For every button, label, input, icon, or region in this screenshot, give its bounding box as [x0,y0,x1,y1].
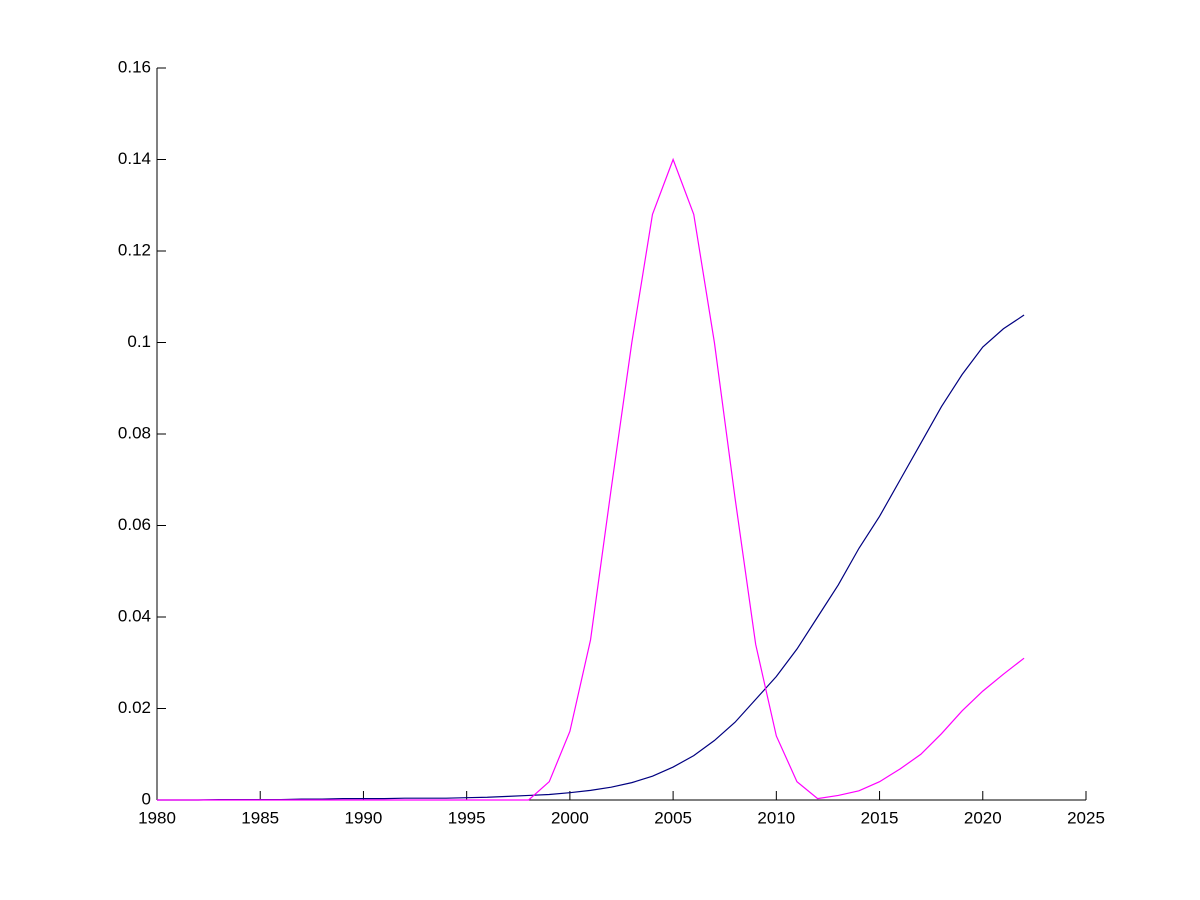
y-tick-label: 0.04 [118,606,151,625]
y-tick-label: 0.08 [118,423,151,442]
x-tick-label: 2000 [551,808,589,827]
series-line [157,314,1025,801]
x-tick-label: 2010 [757,808,795,827]
y-tick-label: 0.12 [118,240,151,259]
y-tick-label: 0.1 [127,332,151,351]
y-tick-label: 0.16 [118,57,151,76]
x-tick-label: 2005 [654,808,692,827]
x-tick-label: 1985 [241,808,279,827]
x-tick-label: 1990 [345,808,383,827]
x-tick-label: 1995 [448,808,486,827]
x-tick-label: 1980 [138,808,176,827]
x-tick-label: 2015 [861,808,899,827]
y-tick-label: 0.14 [118,149,151,168]
y-tick-label: 0 [142,789,151,808]
series-line [157,157,1025,801]
y-tick-label: 0.02 [118,698,151,717]
x-tick-label: 2020 [964,808,1002,827]
x-tick-label: 2025 [1067,808,1105,827]
y-tick-label: 0.06 [118,515,151,534]
